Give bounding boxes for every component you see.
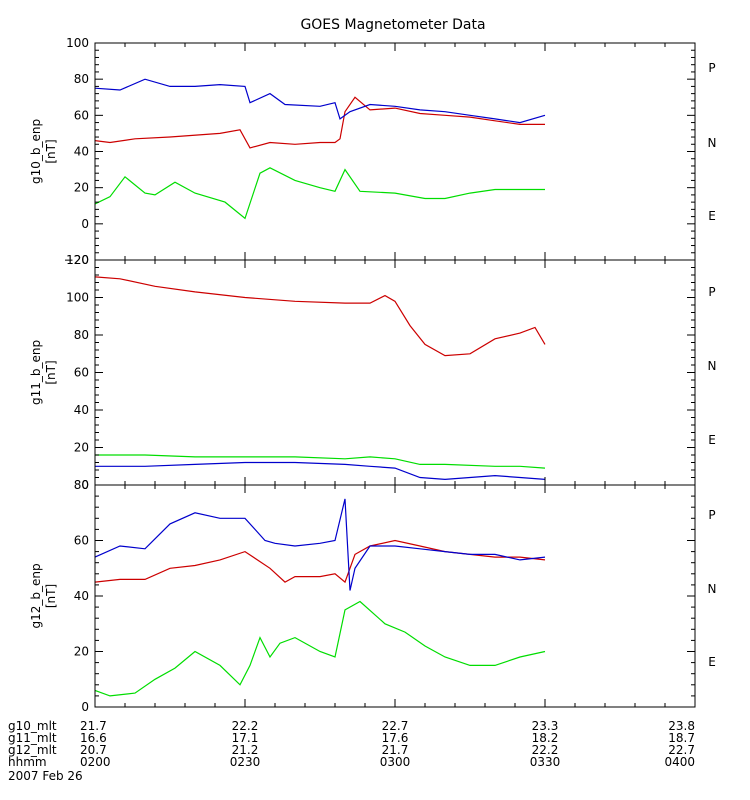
legend-p-panel-3: P — [708, 508, 715, 522]
y-tick-label: −20 — [64, 253, 89, 267]
legend-n-panel-2: N — [708, 359, 717, 373]
panel-frame-2 — [94, 259, 696, 486]
x-row-value: 22.2 — [532, 743, 559, 757]
y-tick-label: 40 — [74, 403, 89, 417]
y-tick-label: 20 — [74, 645, 89, 659]
series-line-p-panel-3 — [94, 539, 546, 584]
panel-1: −20 0 20 40 60 80 100 g10_b_enp [nT] P N E — [29, 36, 716, 267]
y-tick-label: 100 — [66, 36, 89, 50]
y-tick-label: 60 — [74, 534, 89, 548]
y-axis-label-panel-1: g10_b_enp — [29, 119, 43, 184]
x-row-value: 0400 — [664, 755, 695, 769]
x-row-value: 0230 — [230, 755, 261, 769]
legend-e-panel-1: E — [708, 209, 716, 223]
x-row-value: 17.6 — [382, 731, 409, 745]
panel-3: 0 20 40 60 80 g12_b_enp [nT] P N E — [29, 478, 716, 714]
y-tick-label: 40 — [74, 145, 89, 159]
y-tick-label: 60 — [74, 108, 89, 122]
y-tick-label: 80 — [74, 478, 89, 492]
y-tick-label: 60 — [74, 366, 89, 380]
y-axis-label-panel-2: g11_b_enp — [29, 340, 43, 405]
y-axis-unit-panel-2: [nT] — [44, 360, 58, 384]
x-row-value: 21.2 — [232, 743, 259, 757]
x-row-value: 22.7 — [668, 743, 695, 757]
y-tick-label: 80 — [74, 72, 89, 86]
x-row-value: 22.7 — [382, 719, 409, 733]
y-tick-label: 0 — [81, 700, 89, 714]
x-row-value: 22.2 — [232, 719, 259, 733]
x-row-value: 0300 — [380, 755, 411, 769]
legend-p-panel-2: P — [708, 285, 715, 299]
series-line-e-panel-3 — [94, 498, 546, 591]
y-axis-unit-panel-3: [nT] — [44, 584, 58, 608]
x-row-value: 23.8 — [668, 719, 695, 733]
legend-e-panel-2: E — [708, 433, 716, 447]
x-row-value: 17.1 — [232, 731, 259, 745]
legend-p-panel-1: P — [708, 61, 715, 75]
y-tick-label: 80 — [74, 328, 89, 342]
y-tick-label: 20 — [74, 441, 89, 455]
y-tick-label: 40 — [74, 589, 89, 603]
x-row-value: 0330 — [530, 755, 561, 769]
legend-e-panel-3: E — [708, 655, 716, 669]
series-line-n-panel-3 — [94, 600, 546, 697]
x-row-value: 21.7 — [382, 743, 409, 757]
chart-title: GOES Magnetometer Data — [300, 17, 485, 33]
x-row-value: 21.7 — [80, 719, 107, 733]
x-row-value: 18.7 — [668, 731, 695, 745]
panel-frame-1 — [94, 42, 696, 261]
x-row-label-g10_mlt: g10_mlt — [8, 719, 57, 733]
panel-2: 0 20 40 60 80 100 120 g11_b_enp [nT] P N E — [29, 253, 716, 492]
y-tick-label: 120 — [66, 253, 89, 267]
y-axis-label-panel-3: g12_b_enp — [29, 563, 43, 628]
series-line-e-panel-1 — [94, 78, 546, 124]
x-row-value: 16.6 — [80, 731, 107, 745]
series-line-p-panel-1 — [94, 96, 545, 149]
x-row-label-g12_mlt: g12_mlt — [8, 743, 57, 757]
legend-n-panel-1: N — [708, 136, 717, 150]
legend-n-panel-3: N — [708, 582, 717, 596]
x-row-value: 18.2 — [532, 731, 559, 745]
x-row-label-g11_mlt: g11_mlt — [8, 731, 57, 745]
series-line-e-panel-2 — [95, 461, 546, 481]
x-row-value: 0200 — [80, 755, 111, 769]
x-axis-labels: g10_mlt 21.7 22.2 22.7 23.3 23.8 g11_mlt 16.6 17… — [8, 719, 695, 769]
date-label: 2007 Feb 26 — [8, 769, 83, 783]
series-line-p-panel-2 — [94, 276, 546, 357]
y-tick-label: 0 — [81, 217, 89, 231]
series-line-n-panel-1 — [94, 167, 545, 220]
panel-frame-3 — [94, 484, 696, 708]
y-tick-label: 20 — [74, 181, 89, 195]
x-row-label-hhmm: hhmm — [8, 755, 47, 769]
y-axis-unit-panel-1: [nT] — [44, 139, 58, 163]
series-line-n-panel-2 — [95, 454, 546, 469]
y-tick-label: 100 — [66, 291, 89, 305]
x-row-value: 20.7 — [80, 743, 107, 757]
x-row-value: 23.3 — [532, 719, 559, 733]
y-tick-label: 0 — [81, 478, 89, 492]
